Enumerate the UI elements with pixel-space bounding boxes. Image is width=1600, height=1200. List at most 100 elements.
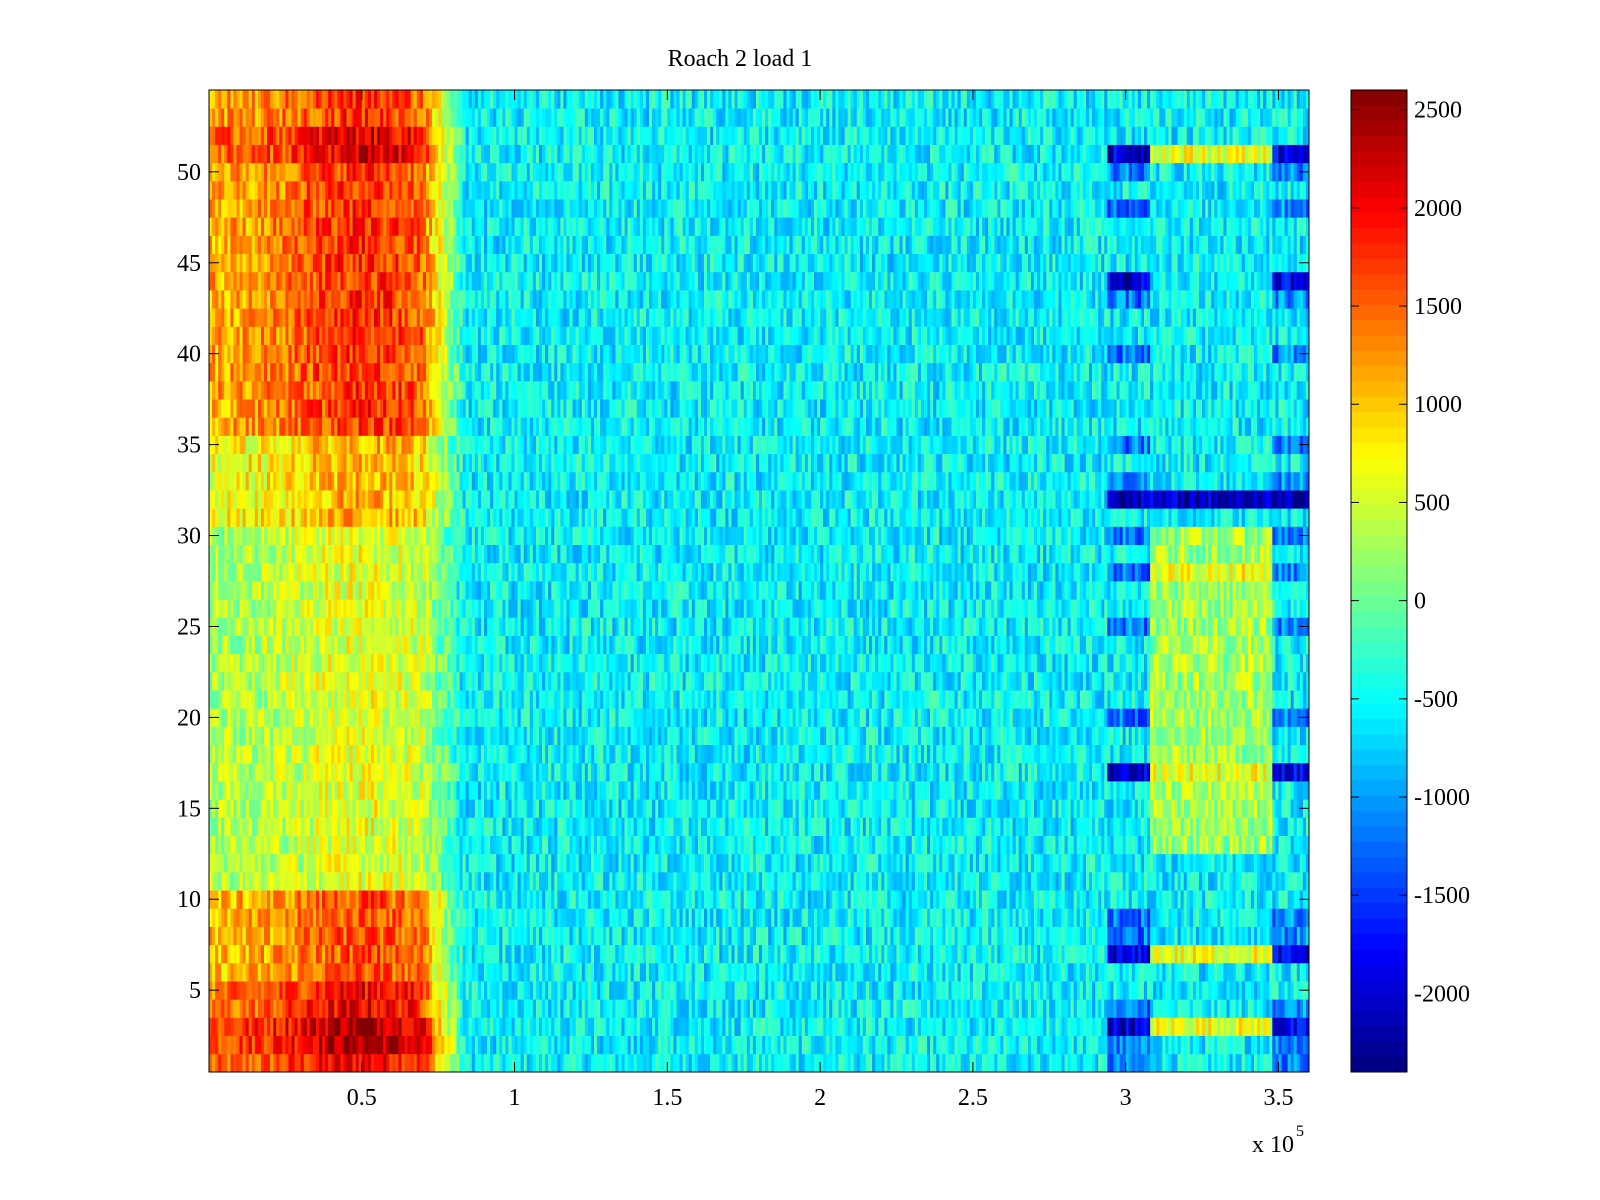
heatmap-cell xyxy=(251,835,256,855)
heatmap-cell xyxy=(1287,853,1292,873)
heatmap-cell xyxy=(1128,962,1133,982)
heatmap-cell xyxy=(920,835,925,855)
heatmap-cell xyxy=(578,853,583,873)
heatmap-cell xyxy=(395,1053,399,1073)
heatmap-cell xyxy=(927,981,931,1000)
heatmap-cell xyxy=(649,1053,653,1073)
heatmap-cell xyxy=(924,1017,928,1036)
heatmap-cell xyxy=(319,944,323,964)
heatmap-cell xyxy=(826,908,830,927)
heatmap-cell xyxy=(1278,944,1282,964)
heatmap-cell xyxy=(740,890,745,909)
heatmap-cell xyxy=(221,890,225,909)
heatmap-cell xyxy=(285,890,289,909)
heatmap-cell xyxy=(1147,853,1151,873)
heatmap-cell xyxy=(1269,926,1273,946)
heatmap-cell xyxy=(532,1053,537,1073)
heatmap-cell xyxy=(242,817,247,836)
heatmap-cell xyxy=(969,1053,974,1073)
heatmap-cell xyxy=(1254,1017,1258,1036)
heatmap-cell xyxy=(1171,999,1175,1018)
heatmap-cell xyxy=(1177,835,1182,855)
heatmap-cell xyxy=(716,908,720,927)
heatmap-cell xyxy=(911,853,916,873)
heatmap-cell xyxy=(771,981,775,1000)
heatmap-cell xyxy=(499,1053,503,1073)
heatmap-cell xyxy=(548,1053,552,1073)
heatmap-cell xyxy=(930,999,934,1018)
heatmap-cell xyxy=(624,944,628,964)
heatmap-cell xyxy=(370,908,375,927)
heatmap-row xyxy=(209,1053,1310,1073)
heatmap-cell xyxy=(1037,1053,1041,1073)
heatmap-cell xyxy=(1202,962,1206,982)
heatmap-cell xyxy=(1082,871,1087,891)
heatmap-cell xyxy=(945,926,949,946)
heatmap-cell xyxy=(322,817,326,836)
heatmap-cell xyxy=(352,962,357,982)
heatmap-cell xyxy=(1140,835,1145,855)
heatmap-cell xyxy=(1254,944,1258,964)
heatmap-cell xyxy=(621,1053,625,1073)
heatmap-cell xyxy=(872,1035,876,1055)
heatmap-cell xyxy=(370,835,375,855)
heatmap-cell xyxy=(315,1017,320,1036)
heatmap-cell xyxy=(404,1017,408,1036)
heatmap-cell xyxy=(655,890,659,909)
heatmap-cell xyxy=(1150,962,1154,982)
heatmap-cell xyxy=(902,1035,907,1055)
heatmap-cell xyxy=(490,835,494,855)
heatmap-cell xyxy=(743,890,748,909)
heatmap-cell xyxy=(569,1053,573,1073)
heatmap-cell xyxy=(1104,1017,1108,1036)
heatmap-cell xyxy=(386,890,390,909)
heatmap-cell xyxy=(804,981,809,1000)
heatmap-cell xyxy=(404,1035,408,1055)
heatmap-cell xyxy=(548,908,552,927)
heatmap-cell xyxy=(282,853,286,873)
heatmap-cell xyxy=(823,1053,827,1073)
heatmap-cell xyxy=(1290,890,1295,909)
heatmap-cell xyxy=(505,1035,509,1055)
heatmap-cell xyxy=(914,981,919,1000)
heatmap-cell xyxy=(334,890,338,909)
heatmap-cell xyxy=(572,908,577,927)
heatmap-cell xyxy=(551,999,555,1018)
heatmap-cell xyxy=(994,1017,998,1036)
heatmap-cell xyxy=(502,835,506,855)
heatmap-cell xyxy=(1104,962,1108,982)
heatmap-cell xyxy=(1101,944,1105,964)
heatmap-cell xyxy=(1012,1017,1017,1036)
heatmap-cell xyxy=(667,908,671,927)
heatmap-cell xyxy=(661,835,665,855)
heatmap-cell xyxy=(786,1035,790,1055)
heatmap-cell xyxy=(1098,817,1102,836)
heatmap-cell xyxy=(759,1035,763,1055)
heatmap-cell xyxy=(899,853,903,873)
heatmap-cell xyxy=(230,817,234,836)
heatmap-cell xyxy=(820,981,824,1000)
heatmap-cell xyxy=(1302,1035,1307,1055)
heatmap-cell xyxy=(340,1035,344,1055)
heatmap-cell xyxy=(954,890,958,909)
heatmap-cell xyxy=(1134,962,1139,982)
heatmap-cell xyxy=(257,1053,262,1073)
heatmap-cell xyxy=(737,1035,742,1055)
heatmap-cell xyxy=(1235,1035,1240,1055)
heatmap-cell xyxy=(755,908,760,927)
heatmap-cell xyxy=(1272,1017,1276,1036)
heatmap-cell xyxy=(349,853,353,873)
heatmap-cell xyxy=(670,981,674,1000)
heatmap-cell xyxy=(768,1053,772,1073)
heatmap-cell xyxy=(224,853,228,873)
heatmap-cell xyxy=(798,962,803,982)
heatmap-cell xyxy=(688,926,693,946)
heatmap-cell xyxy=(743,835,748,855)
heatmap-cell xyxy=(1290,835,1295,855)
heatmap-cell xyxy=(230,835,234,855)
heatmap-cell xyxy=(1003,853,1007,873)
heatmap-cell xyxy=(682,981,687,1000)
heatmap-cell xyxy=(309,999,314,1018)
heatmap-cell xyxy=(963,962,968,982)
heatmap-cell xyxy=(1043,835,1047,855)
